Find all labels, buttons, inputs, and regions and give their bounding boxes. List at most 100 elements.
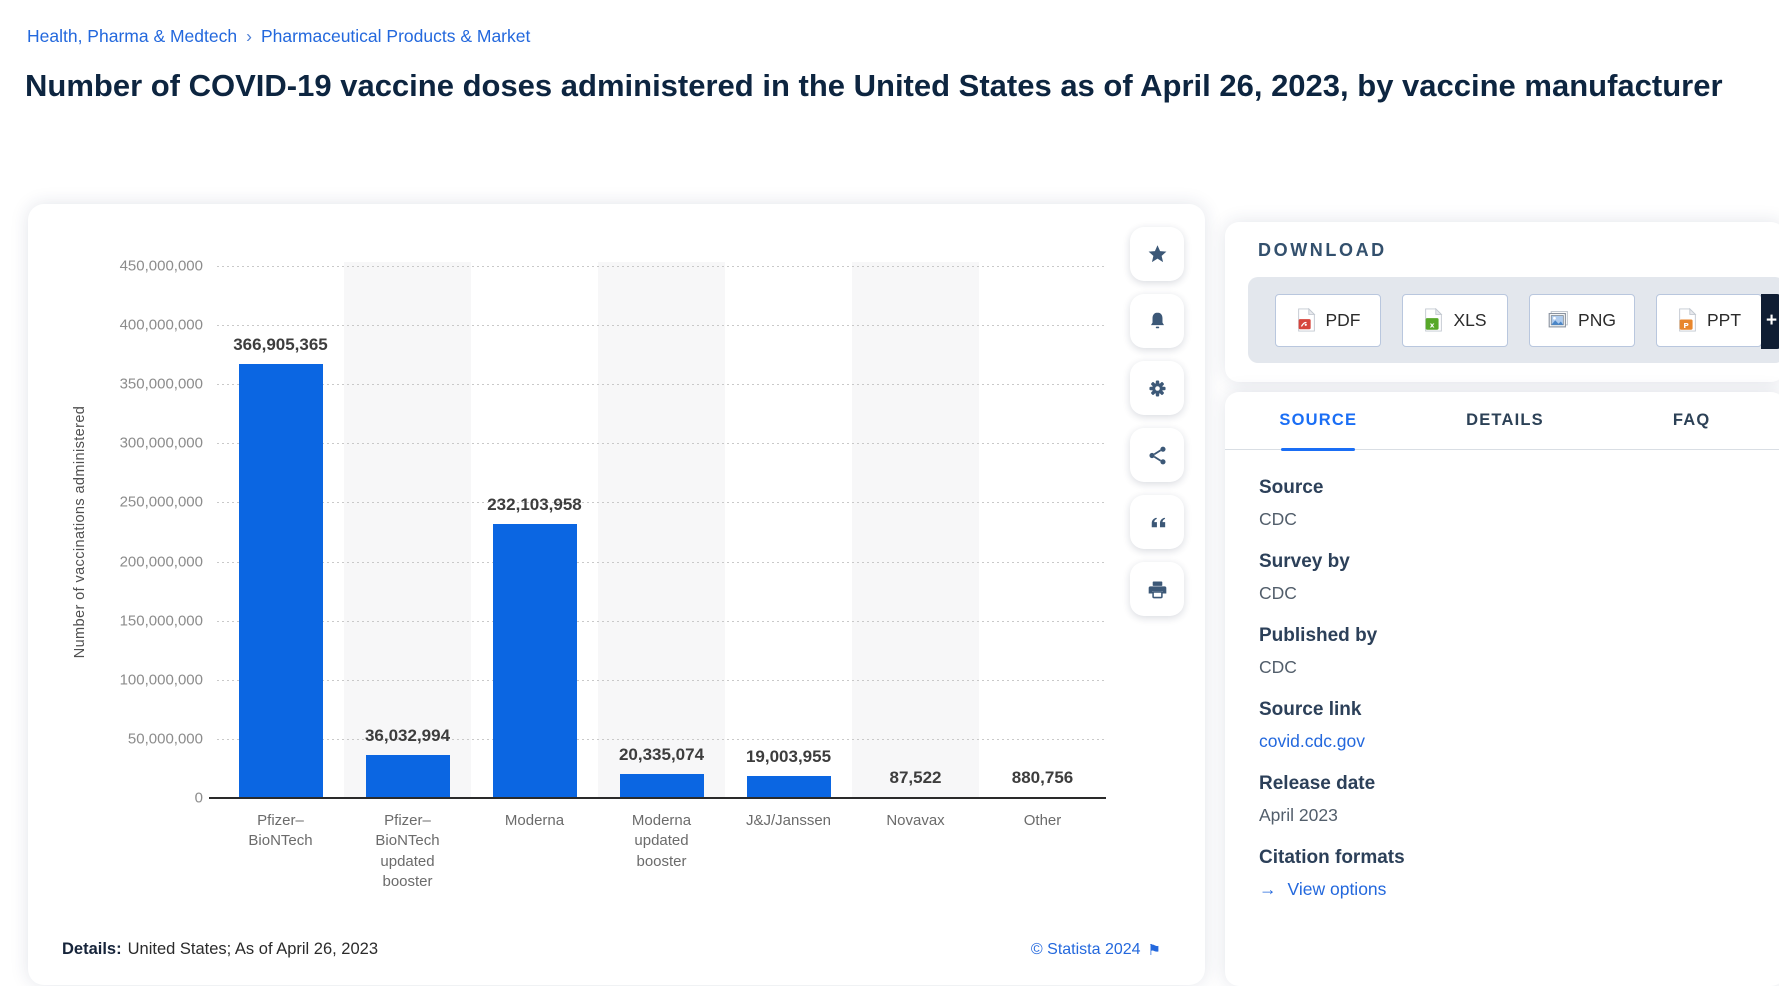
ppt-file-icon: P (1677, 308, 1698, 332)
more-download-formats-button[interactable]: + (1761, 293, 1779, 349)
pdf-file-icon (1296, 308, 1317, 332)
bar (746, 775, 831, 798)
field-value: CDC (1259, 657, 1297, 677)
y-tick-label: 350,000,000 (119, 375, 203, 393)
field-value: CDC (1259, 583, 1297, 603)
field-label: Survey by (1259, 551, 1350, 572)
gridline (217, 266, 1106, 267)
y-tick-label: 50,000,000 (127, 730, 203, 748)
chart-action-bar (1130, 227, 1184, 616)
x-axis-line (209, 797, 1106, 799)
y-tick-label: 0 (194, 789, 203, 807)
gridline (217, 679, 1106, 681)
quote-icon (1146, 511, 1169, 534)
details-text: United States; As of April 26, 2023 (127, 940, 379, 958)
download-button-label: XLS (1453, 309, 1487, 330)
download-button-label: PDF (1325, 309, 1361, 330)
printer-icon (1146, 578, 1169, 601)
bar (492, 523, 577, 798)
plot-area: 0 50,000,000 100,000,000 150,000,000 200,000… (120, 258, 1106, 890)
favorite-button[interactable] (1130, 227, 1184, 281)
svg-text:P: P (1683, 321, 1689, 330)
svg-text:x: x (1430, 320, 1435, 329)
source-fields: Source CDC Survey by CDC Published by CDC Sour… (1225, 450, 1779, 900)
statista-copyright-link[interactable]: © Statista 2024 ⚑ (1031, 941, 1161, 959)
chart-footer: Details: United States; As of April 26, 2… (62, 940, 1161, 959)
source-tabs: SOURCE DETAILS FAQ (1225, 392, 1779, 450)
gridline (217, 738, 1106, 740)
copyright-text: © Statista 2024 (1030, 940, 1141, 958)
share-button[interactable] (1130, 428, 1184, 482)
y-tick-label: 300,000,000 (119, 434, 203, 452)
gridline (217, 443, 1106, 445)
page-title: Number of COVID-19 vaccine doses adminis… (25, 68, 1723, 103)
details-label: Details: (62, 940, 122, 958)
download-button-label: PPT (1706, 309, 1742, 330)
plot-column-stripe (598, 262, 725, 798)
breadcrumb: Health, Pharma & Medtech › Pharmaceutical … (27, 26, 530, 47)
gridline (217, 620, 1106, 622)
x-category-label: Pfizer– BioNTech updated booster (375, 812, 440, 890)
download-png-button[interactable]: PNG (1529, 293, 1635, 347)
star-icon (1146, 243, 1169, 266)
source-field: Survey by CDC (1259, 551, 1751, 604)
xls-file-icon: x (1423, 308, 1444, 332)
field-label: Source (1259, 477, 1324, 498)
download-ppt-button[interactable]: P PPT + (1656, 293, 1779, 349)
bar-value-label: 880,756 (1011, 767, 1074, 787)
field-value: CDC (1259, 509, 1297, 529)
chart-card: Number of vaccinations administered 0 50,… (28, 204, 1205, 985)
field-label: Citation formats (1259, 847, 1405, 868)
download-pdf-button[interactable]: PDF (1275, 293, 1381, 347)
breadcrumb-link[interactable]: Pharmaceutical Products & Market (260, 26, 531, 46)
field-value-link[interactable]: covid.cdc.gov (1259, 731, 1366, 751)
bell-icon (1146, 310, 1169, 333)
y-tick-label: 250,000,000 (119, 493, 203, 511)
field-value-link[interactable]: → View options (1259, 879, 1387, 899)
print-button[interactable] (1130, 562, 1184, 616)
x-category-label: Moderna (504, 812, 565, 829)
png-file-icon (1548, 308, 1569, 332)
y-axis-title: Number of vaccinations administered (72, 405, 88, 659)
breadcrumb-separator: › (246, 26, 252, 46)
bar-value-label: 87,522 (889, 768, 942, 787)
tab-faq[interactable]: FAQ (1672, 411, 1711, 429)
tab-details[interactable]: DETAILS (1466, 411, 1544, 429)
y-tick-label: 400,000,000 (119, 316, 203, 334)
chart-details: Details: United States; As of April 26, 2… (62, 940, 378, 959)
bar (365, 755, 450, 798)
gridline (217, 325, 1106, 327)
source-field: Source CDC (1259, 477, 1751, 530)
y-tick-label: 150,000,000 (119, 612, 203, 630)
download-card: DOWNLOAD PDF x XLS PNG P PPT + (1225, 222, 1779, 382)
tab-source[interactable]: SOURCE (1225, 392, 1412, 449)
plot-column-stripe (344, 262, 471, 798)
y-tick-label: 200,000,000 (119, 553, 203, 571)
bar (238, 364, 323, 798)
download-button-label: PNG (1578, 309, 1616, 330)
field-label: Published by (1259, 625, 1378, 646)
download-xls-button[interactable]: x XLS (1402, 293, 1508, 347)
alert-button[interactable] (1130, 294, 1184, 348)
source-field: Release date April 2023 (1259, 773, 1751, 826)
arrow-right-icon: → (1259, 879, 1277, 899)
breadcrumb-link[interactable]: Health, Pharma & Medtech (27, 26, 238, 46)
share-icon (1146, 444, 1169, 467)
cite-button[interactable] (1130, 495, 1184, 549)
x-category-label: Other (1023, 812, 1062, 829)
y-tick-label: 450,000,000 (119, 257, 203, 275)
bar-value-label: 366,905,365 (233, 335, 328, 355)
x-category-label: Novavax (886, 812, 945, 829)
settings-button[interactable] (1130, 361, 1184, 415)
gridline (217, 561, 1106, 563)
bar-value-label: 20,335,074 (618, 744, 705, 764)
bar (619, 773, 704, 798)
field-value: April 2023 (1259, 805, 1338, 825)
field-label: Release date (1259, 773, 1376, 794)
download-panel: PDF x XLS PNG P PPT + (1248, 277, 1779, 363)
download-header: DOWNLOAD (1258, 240, 1387, 260)
source-panel: SOURCE DETAILS FAQ Source CDC Survey by CDC Pu… (1225, 392, 1779, 986)
gridline (217, 384, 1106, 386)
flag-icon: ⚑ (1147, 940, 1161, 959)
x-category-label: J&J/Janssen (745, 812, 832, 829)
